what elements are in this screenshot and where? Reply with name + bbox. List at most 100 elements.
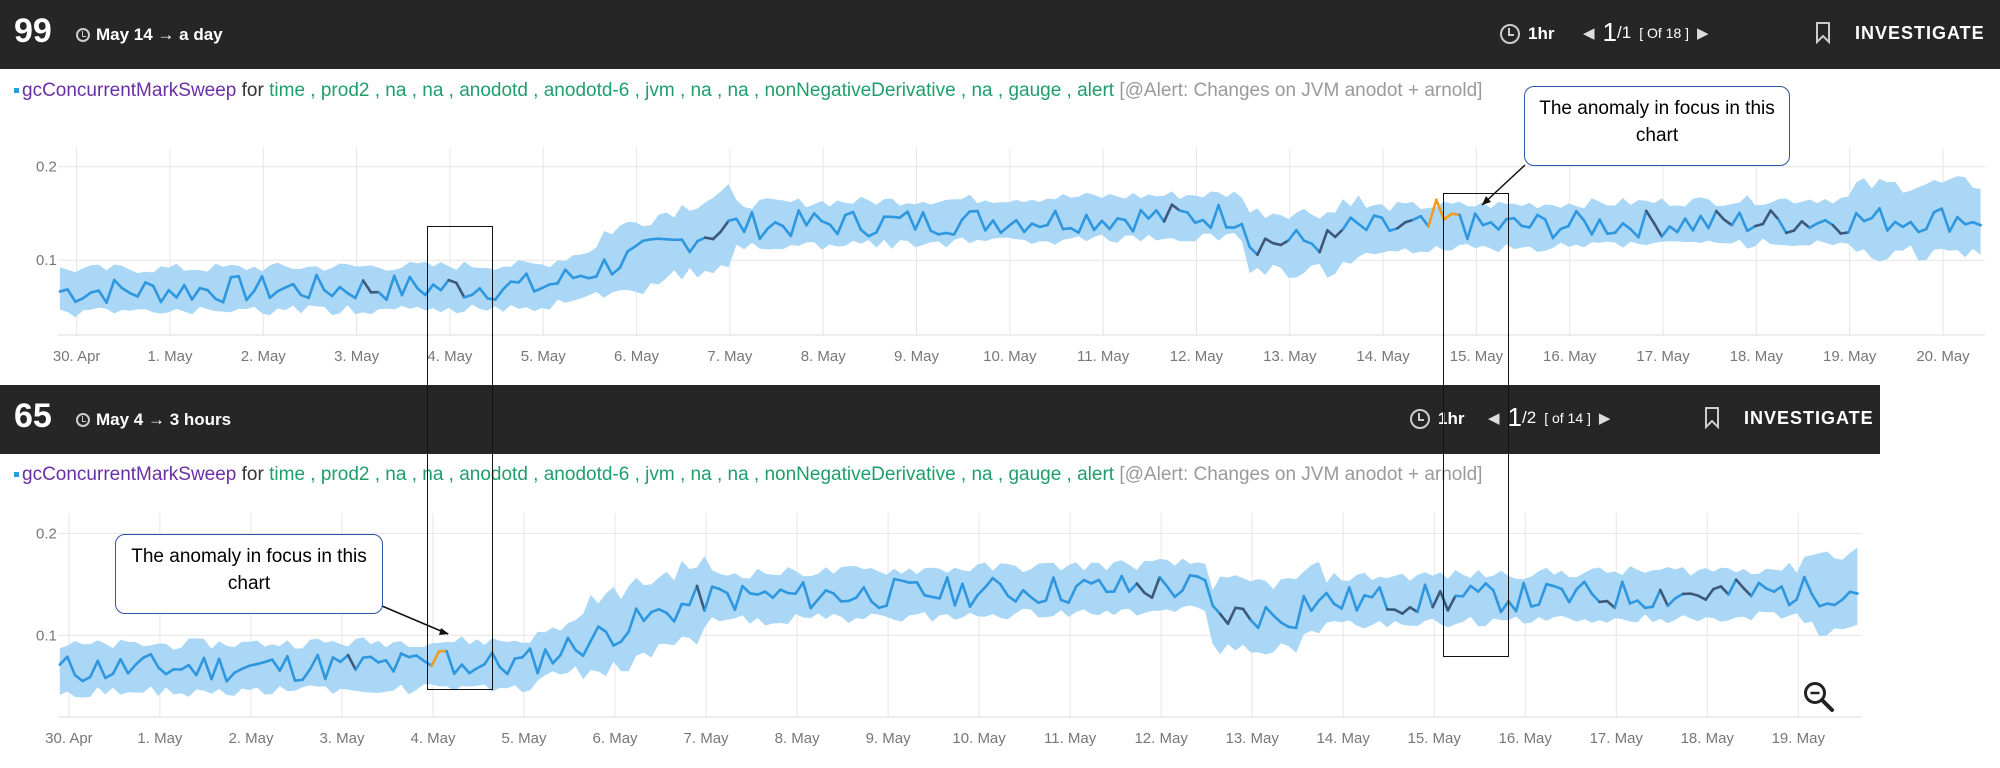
series-segment: [1707, 209, 1718, 230]
series-segment: [128, 291, 139, 298]
series-segment: [1287, 228, 1298, 242]
series-segment: [779, 588, 790, 595]
prev-arrow-icon[interactable]: ◀: [1583, 24, 1595, 42]
series-segment: [1120, 574, 1131, 594]
series-segment: [1021, 588, 1032, 599]
series-segment: [179, 663, 191, 671]
series-segment: [597, 625, 608, 634]
series-segment: [1279, 239, 1290, 247]
series-segment: [1924, 210, 1936, 231]
series-segment: [361, 279, 373, 294]
zoom-out-icon[interactable]: [1802, 680, 1836, 714]
series-segment: [299, 293, 311, 300]
time-range-label: May 14 → a day: [96, 25, 223, 44]
series-segment: [1719, 585, 1730, 596]
series-segment: [1085, 213, 1096, 232]
series-segment: [1355, 594, 1366, 612]
series-segment: [1893, 220, 1905, 229]
x-tick-label: 5. May: [521, 348, 567, 365]
series-segment: [773, 220, 785, 228]
series-segment: [104, 672, 115, 680]
investigate-button[interactable]: INVESTIGATE: [1704, 407, 1874, 429]
series-segment: [1193, 218, 1205, 225]
prev-arrow-icon[interactable]: ◀: [1488, 409, 1500, 427]
series-segment: [836, 213, 847, 236]
series-segment: [1753, 222, 1765, 228]
series-segment: [1196, 575, 1207, 582]
clock-icon: [76, 28, 90, 42]
resolution[interactable]: 1hr: [1410, 409, 1464, 429]
series-segment: [1226, 606, 1237, 625]
series-segment: [286, 654, 297, 682]
resolution[interactable]: 1hr: [1500, 24, 1554, 44]
series-segment: [1940, 207, 1951, 233]
series-segment: [1769, 209, 1780, 221]
investigate-button[interactable]: INVESTIGATE: [1815, 22, 1985, 44]
series-segment: [854, 586, 866, 599]
series-segment: [1473, 212, 1485, 227]
series-segment: [859, 228, 870, 238]
series-segment: [1378, 586, 1389, 611]
series-segment: [812, 212, 824, 223]
series-segment: [1476, 582, 1488, 593]
series-segment: [1901, 220, 1912, 229]
x-tick-label: 9. May: [866, 730, 912, 747]
series-segment: [801, 581, 813, 610]
series-segment: [1232, 222, 1244, 229]
series-segment: [1408, 606, 1419, 614]
series-segment: [105, 278, 116, 304]
metric-name[interactable]: gcConcurrentMarkSweep: [22, 80, 237, 101]
series-segment: [657, 607, 668, 615]
series-segment: [468, 666, 479, 675]
next-arrow-icon[interactable]: ▶: [1598, 409, 1611, 427]
metric-name[interactable]: gcConcurrentMarkSweep: [22, 464, 237, 485]
series-segment: [781, 224, 793, 238]
series-segment: [202, 656, 213, 681]
x-tick-label: 10. May: [983, 348, 1037, 365]
x-tick-label: 18. May: [1681, 730, 1735, 747]
series-segment: [763, 590, 775, 600]
series-color-dot: [14, 472, 19, 478]
series-segment: [1461, 584, 1472, 598]
pager-current: 1: [1602, 17, 1618, 47]
series-segment: [1147, 209, 1158, 220]
series-segment: [1765, 587, 1776, 593]
series-segment: [1053, 209, 1065, 231]
series-segment: [521, 647, 532, 659]
series-segment: [206, 288, 217, 301]
series-segment: [315, 273, 326, 292]
series-segment: [1676, 217, 1687, 234]
series-segment: [650, 607, 661, 614]
next-arrow-icon[interactable]: ▶: [1697, 24, 1709, 42]
series-segment: [157, 666, 168, 676]
series-segment: [198, 286, 209, 292]
series-segment: [1971, 220, 1982, 227]
series-segment: [58, 288, 69, 293]
series-segment: [794, 581, 805, 596]
bookmark-icon[interactable]: [1704, 407, 1720, 429]
series-segment: [190, 286, 202, 301]
series-segment: [1044, 576, 1055, 602]
series-segment: [1704, 587, 1715, 601]
series-segment: [1652, 221, 1664, 238]
series-segment: [501, 280, 513, 291]
series-segment: [735, 217, 746, 234]
series-segment: [445, 649, 456, 676]
series-segment: [1862, 216, 1874, 223]
metric-properties: time , prod2 , na , na , anodotd , anodo…: [269, 80, 1115, 101]
series-segment: [642, 610, 653, 623]
series-segment: [938, 576, 949, 600]
series-segment: [657, 237, 668, 241]
x-tick-label: 4. May: [410, 730, 456, 747]
series-segment: [424, 283, 435, 297]
series-segment: [610, 266, 622, 276]
series-segment: [627, 607, 638, 633]
series-segment: [1170, 203, 1181, 212]
series-segment: [727, 217, 738, 223]
bookmark-icon[interactable]: [1815, 22, 1831, 44]
anomaly-score: 99: [14, 12, 52, 50]
series-segment: [921, 211, 933, 233]
series-segment: [399, 652, 411, 659]
series-segment: [252, 275, 264, 293]
series-segment: [960, 210, 972, 222]
